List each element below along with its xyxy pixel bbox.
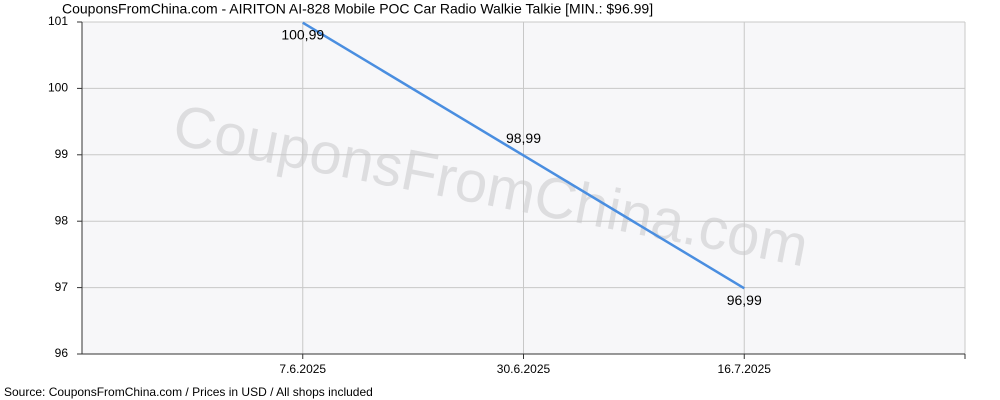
x-tick-label: 30.6.2025 [497,362,551,376]
data-label: 96,99 [727,292,762,308]
source-note: Source: CouponsFromChina.com / Prices in… [4,385,373,399]
y-tick-label: 97 [55,280,69,294]
y-tick-label: 96 [55,346,69,360]
y-tick-label: 98 [55,213,69,227]
y-tick-label: 99 [55,147,69,161]
x-tick-label: 16.7.2025 [718,362,772,376]
chart-title: CouponsFromChina.com - AIRITON AI-828 Mo… [62,1,653,17]
x-tick-label: 7.6.2025 [279,362,326,376]
data-label: 100,99 [281,26,324,42]
price-line [302,21,745,290]
y-tick-label: 101 [48,14,68,28]
data-label: 98,99 [506,130,541,146]
y-tick-label: 100 [48,81,68,95]
